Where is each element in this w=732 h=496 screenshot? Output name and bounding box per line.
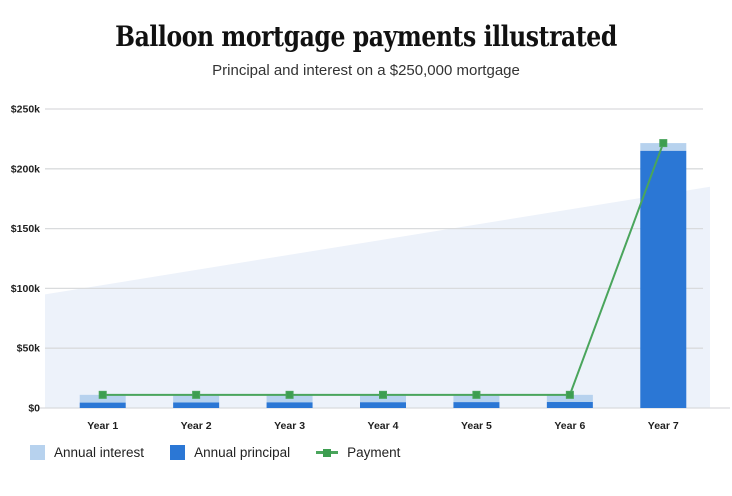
chart-plot-area: $0 $50k $100k $150k $200k $250k Year 1 Year 2 Ye… [0,95,732,440]
x-tick-label: Year 7 [648,420,679,432]
legend-label-payment: Payment [347,445,401,460]
y-tick-label: $50k [17,343,41,355]
payment-marker [98,390,107,399]
payment-marker [192,390,201,399]
bar-annual-principal [640,150,687,409]
legend-label-annual-interest: Annual interest [54,445,145,460]
annual-interest-swatch-icon [30,445,45,460]
bar-annual-principal [79,402,126,408]
annual-principal-swatch-icon [170,445,186,460]
bar-annual-principal [360,402,406,408]
y-tick-label: $150k [11,223,40,235]
chart-title: Balloon mortgage payments illustrated [115,20,617,53]
y-tick-label: $200k [11,163,40,175]
bar-annual-principal [173,402,220,408]
y-tick-label: $100k [11,283,40,295]
legend-item-annual-principal: Annual principal [170,445,290,460]
chart-subtitle: Principal and interest on a $250,000 mor… [212,62,520,79]
legend-label-annual-principal: Annual principal [194,445,291,460]
y-tick-label: $0 [28,403,40,415]
x-tick-label: Year 6 [554,420,585,432]
payment-line-marker-icon [316,445,339,460]
payment-marker [379,390,387,399]
payment-marker [565,390,574,399]
x-tick-label: Year 5 [461,420,492,432]
y-tick-label: $250k [11,104,40,116]
x-tick-label: Year 3 [274,420,305,432]
chart-legend: Annual interest Annual principal Payment [30,445,400,460]
x-tick-label: Year 4 [368,420,399,432]
legend-item-annual-interest: Annual interest [30,445,144,460]
background-wedge [45,186,710,408]
bar-annual-principal [546,402,593,408]
x-tick-label: Year 2 [181,420,212,432]
payment-marker [659,139,668,148]
bar-annual-principal [453,402,500,408]
x-tick-label: Year 1 [87,420,118,432]
legend-item-payment: Payment [316,445,400,460]
payment-marker [472,390,481,399]
bar-annual-principal [266,402,313,408]
payment-marker [285,390,294,399]
